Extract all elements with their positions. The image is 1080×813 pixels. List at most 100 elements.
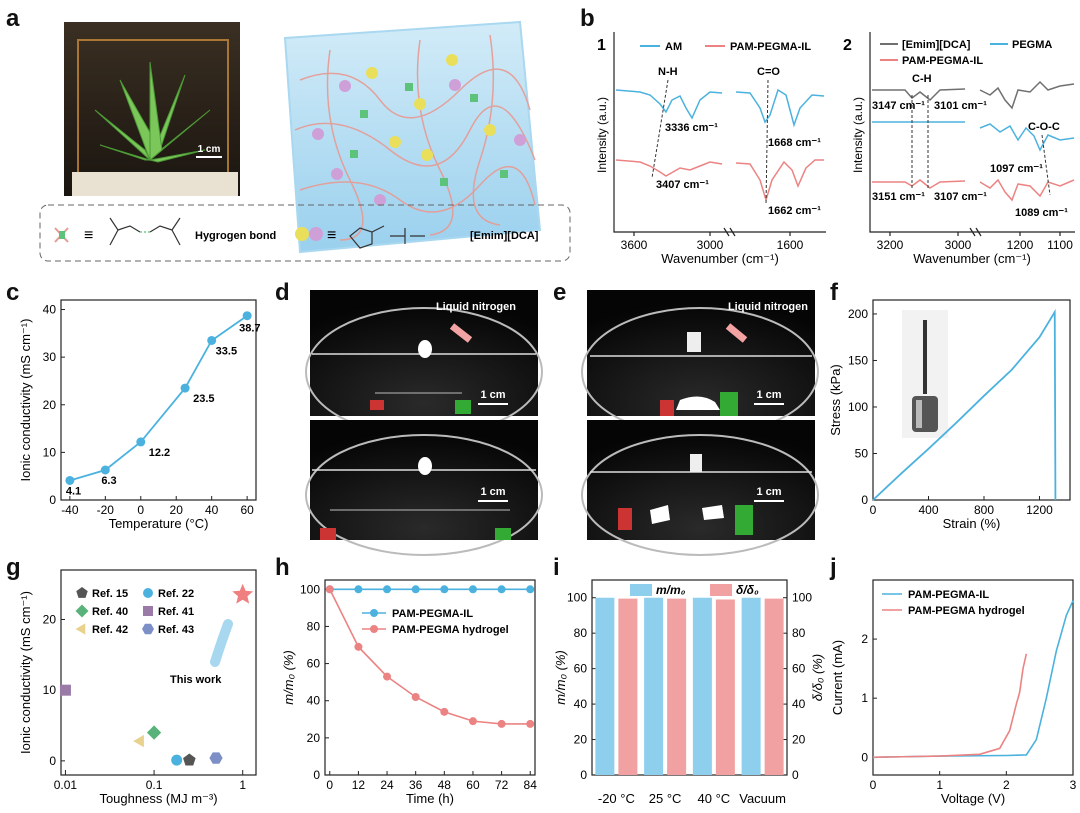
i-bar-1: [667, 598, 687, 775]
c-ytick-label: 40: [43, 303, 57, 317]
j-xtick-label: 2: [1003, 778, 1010, 792]
ion-markers: [312, 54, 526, 206]
f-series-line: [872, 308, 1057, 501]
h-legend-marker: [370, 609, 378, 617]
j-series-line-1: [872, 653, 1028, 759]
g-point-ref-40: [146, 725, 162, 740]
c-ytick-label: 10: [43, 445, 57, 459]
b2-annot-3107: 3107 cm⁻¹: [934, 191, 987, 203]
stretch-weight-photo: [902, 310, 948, 438]
i-ytick-label: 100: [567, 591, 587, 605]
c-frame: [60, 299, 257, 501]
i-bar-1: [715, 599, 735, 775]
c-ytick-label: 30: [43, 350, 57, 364]
i-category-label: 40 °C: [698, 791, 731, 806]
i-bar-1: [764, 598, 784, 775]
g-point-ref-41: [59, 684, 71, 696]
h-xtick-label: 12: [352, 778, 366, 792]
c-xtick-label: -20: [97, 503, 115, 517]
hydrogen-bond-structure-icon: [109, 217, 181, 246]
b2-annot-1089: 1089 cm⁻¹: [1015, 207, 1068, 219]
i-ylabel: m/m₀ (%): [553, 650, 568, 705]
f-frame: [872, 299, 1071, 501]
h-xtick-label: 72: [495, 778, 509, 792]
g-xtick-label: 1: [239, 778, 246, 792]
g-legend-label: Ref. 42: [92, 624, 128, 636]
b1-annot-co: C=O: [757, 66, 780, 78]
b2-ticks: [889, 232, 1061, 236]
i-y2tick-label: 100: [792, 591, 812, 605]
i-legend-swatch: [710, 584, 732, 596]
i-y2tick-label: 20: [792, 733, 806, 747]
h-point: [354, 585, 363, 594]
h-point: [440, 585, 449, 594]
c-xtick-label: 60: [240, 503, 254, 517]
f-xtick-label: 800: [974, 503, 994, 517]
g-point-ref-43: [209, 752, 223, 764]
i-legend-swatch: [630, 584, 652, 596]
g-legend-marker: [143, 588, 153, 598]
e-scale-bottom: 1 cm: [756, 486, 781, 498]
chart-f: 0 400 800 1200 0 50 100 150 200 Strain (%) Stress …: [828, 299, 1071, 531]
j-xtick-label: 0: [870, 778, 877, 792]
network-node-icon: [54, 227, 69, 243]
h-xtick-label: 24: [380, 778, 394, 792]
g-legend-marker: [143, 606, 153, 616]
h-point: [497, 585, 506, 594]
panel-e-photo-top: Liquid nitrogen 1 cm: [581, 290, 819, 437]
c-ylabel: Ionic conductivity (mS cm⁻¹): [18, 319, 33, 482]
b1-annot-1662: 1662 cm⁻¹: [768, 205, 821, 217]
panel-d-photo-top: Liquid nitrogen 1 cm: [305, 290, 543, 437]
chart-h: 0 12 24 36 48 60 72 84 0 20 40 60 80 100 Time (h) m/m₀ …: [281, 579, 538, 806]
c-data-label: 12.2: [149, 447, 170, 459]
i-legend-label: m/m₀: [656, 583, 686, 597]
i-frame: [591, 579, 788, 776]
b2-annot-coc: C-O-C: [1028, 121, 1060, 133]
ionic-liquid-label: [Emim][DCA]: [470, 230, 539, 242]
b2-xlabel: Wavenumber (cm⁻¹): [913, 251, 1031, 266]
hydrogen-bond-label: Hygrogen bond: [195, 230, 276, 242]
panel-letter-b: b: [580, 5, 595, 32]
b1-annot-nh: N-H: [658, 66, 678, 78]
h-ytick-label: 60: [307, 657, 321, 671]
c-xtick-label: 20: [170, 503, 184, 517]
i-y2label: δ/δ₀ (%): [810, 654, 825, 701]
b2-annot-3147: 3147 cm⁻¹: [872, 100, 925, 112]
b2-ylabel: Intensity (a.u.): [851, 97, 865, 173]
h-xtick-label: 84: [524, 778, 538, 792]
h-xlabel: Time (h): [406, 791, 454, 806]
b2-legend-emim: [Emim][DCA]: [902, 39, 971, 51]
j-xtick-label: 1: [936, 778, 943, 792]
c-ytick-label: 20: [43, 398, 57, 412]
d-liquid-nitrogen-label: Liquid nitrogen: [436, 301, 516, 313]
c-data-label: 23.5: [193, 393, 214, 405]
b2-annot-3151: 3151 cm⁻¹: [872, 191, 925, 203]
b2-legend-il: PAM-PEGMA-IL: [902, 55, 983, 67]
b2-xtick-4: 1100: [1047, 238, 1073, 252]
b1-xlabel: Wavenumber (cm⁻¹): [661, 251, 779, 266]
e-liquid-nitrogen-label: Liquid nitrogen: [728, 301, 808, 313]
j-ylabel: Current (mA): [830, 640, 845, 715]
panel-letter-c: c: [6, 279, 19, 306]
panel-letter-f: f: [830, 279, 839, 306]
j-legend-label: PAM-PEGMA-IL: [908, 589, 989, 601]
b1-annot-3336: 3336 cm⁻¹: [665, 122, 718, 134]
i-bar-0: [595, 597, 615, 775]
g-xlabel: Toughness (MJ m⁻³): [99, 791, 217, 806]
b1-annot-3407: 3407 cm⁻¹: [656, 179, 709, 191]
j-series-line-0: [872, 600, 1074, 759]
b1-series-il: [615, 159, 824, 203]
g-legend-label: Ref. 43: [158, 624, 194, 636]
i-ytick-label: 20: [574, 733, 588, 747]
h-legend-marker: [370, 625, 378, 633]
f-xlabel: Strain (%): [943, 516, 1001, 531]
c-xtick-label: -40: [61, 503, 79, 517]
b1-legend-il: PAM-PEGMA-IL: [730, 41, 811, 53]
b1-series-am: [615, 88, 825, 128]
j-xlabel: Voltage (V): [941, 791, 1005, 806]
b2-annot-ch: C-H: [912, 73, 932, 85]
f-ytick-label: 150: [848, 353, 868, 367]
